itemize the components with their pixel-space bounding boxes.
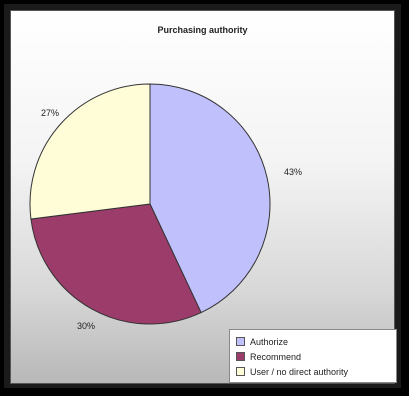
pie-data-label: 30% (77, 321, 95, 331)
pie-data-label: 27% (41, 108, 59, 118)
chart-frame: Purchasing authority 43% 30% 27% Authorize… (4, 4, 401, 388)
pie-data-label: 43% (284, 167, 302, 177)
legend-label-recommend: Recommend (250, 351, 302, 362)
pie-slice-recommend (30, 203, 202, 325)
legend-label-authorize: Authorize (250, 336, 289, 347)
legend-swatch-user (236, 367, 245, 376)
legend-item-user: User / no direct authority (236, 364, 390, 379)
pie-slice-user-no-direct-authority (29, 83, 151, 220)
chart-title: Purchasing authority (157, 25, 248, 35)
legend-swatch-recommend (236, 352, 245, 361)
legend-item-authorize: Authorize (236, 334, 390, 349)
chart-area: Purchasing authority 43% 30% 27% Authorize… (10, 10, 397, 384)
legend-label-user: User / no direct authority (250, 366, 349, 377)
pie-chart: 43% 30% 27% (29, 83, 302, 331)
pie-slice-authorize (149, 83, 271, 314)
legend-item-recommend: Recommend (236, 349, 390, 364)
legend-swatch-authorize (236, 337, 245, 346)
legend: Authorize Recommend User / no direct aut… (229, 329, 397, 383)
